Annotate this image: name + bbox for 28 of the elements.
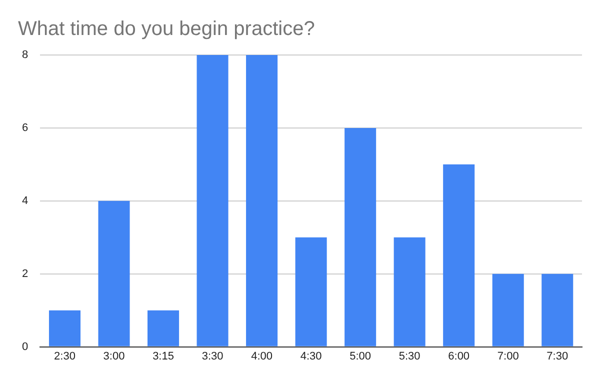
bar xyxy=(246,55,278,346)
bar xyxy=(443,164,475,346)
x-tick-label: 5:30 xyxy=(398,350,420,362)
y-tick-label: 0 xyxy=(22,340,28,353)
x-tick-label: 3:15 xyxy=(152,350,174,362)
bar xyxy=(394,237,426,346)
x-tick-label: 3:00 xyxy=(103,350,125,362)
bar xyxy=(295,237,327,346)
bar xyxy=(542,274,574,346)
x-tick-label: 4:00 xyxy=(251,350,273,362)
bar xyxy=(98,200,130,346)
bar xyxy=(148,310,180,346)
y-tick-label: 4 xyxy=(22,194,28,207)
y-tick-label: 8 xyxy=(22,49,28,62)
bar xyxy=(48,310,81,346)
y-tick-label: 2 xyxy=(22,268,28,280)
x-tick-label: 7:30 xyxy=(546,350,568,362)
x-tick-label: 7:00 xyxy=(497,350,519,362)
y-tick-label: 6 xyxy=(22,122,28,134)
x-tick-label: 6:00 xyxy=(448,350,470,362)
x-tick-label: 5:00 xyxy=(350,350,372,362)
x-tick-label: 2:30 xyxy=(54,350,76,362)
bar xyxy=(196,55,228,346)
x-tick-label: 3:30 xyxy=(202,350,224,362)
chart-title: What time do you begin practice? xyxy=(18,18,315,41)
bar xyxy=(492,274,524,346)
bar xyxy=(344,128,376,346)
x-tick-label: 4:30 xyxy=(300,350,322,362)
